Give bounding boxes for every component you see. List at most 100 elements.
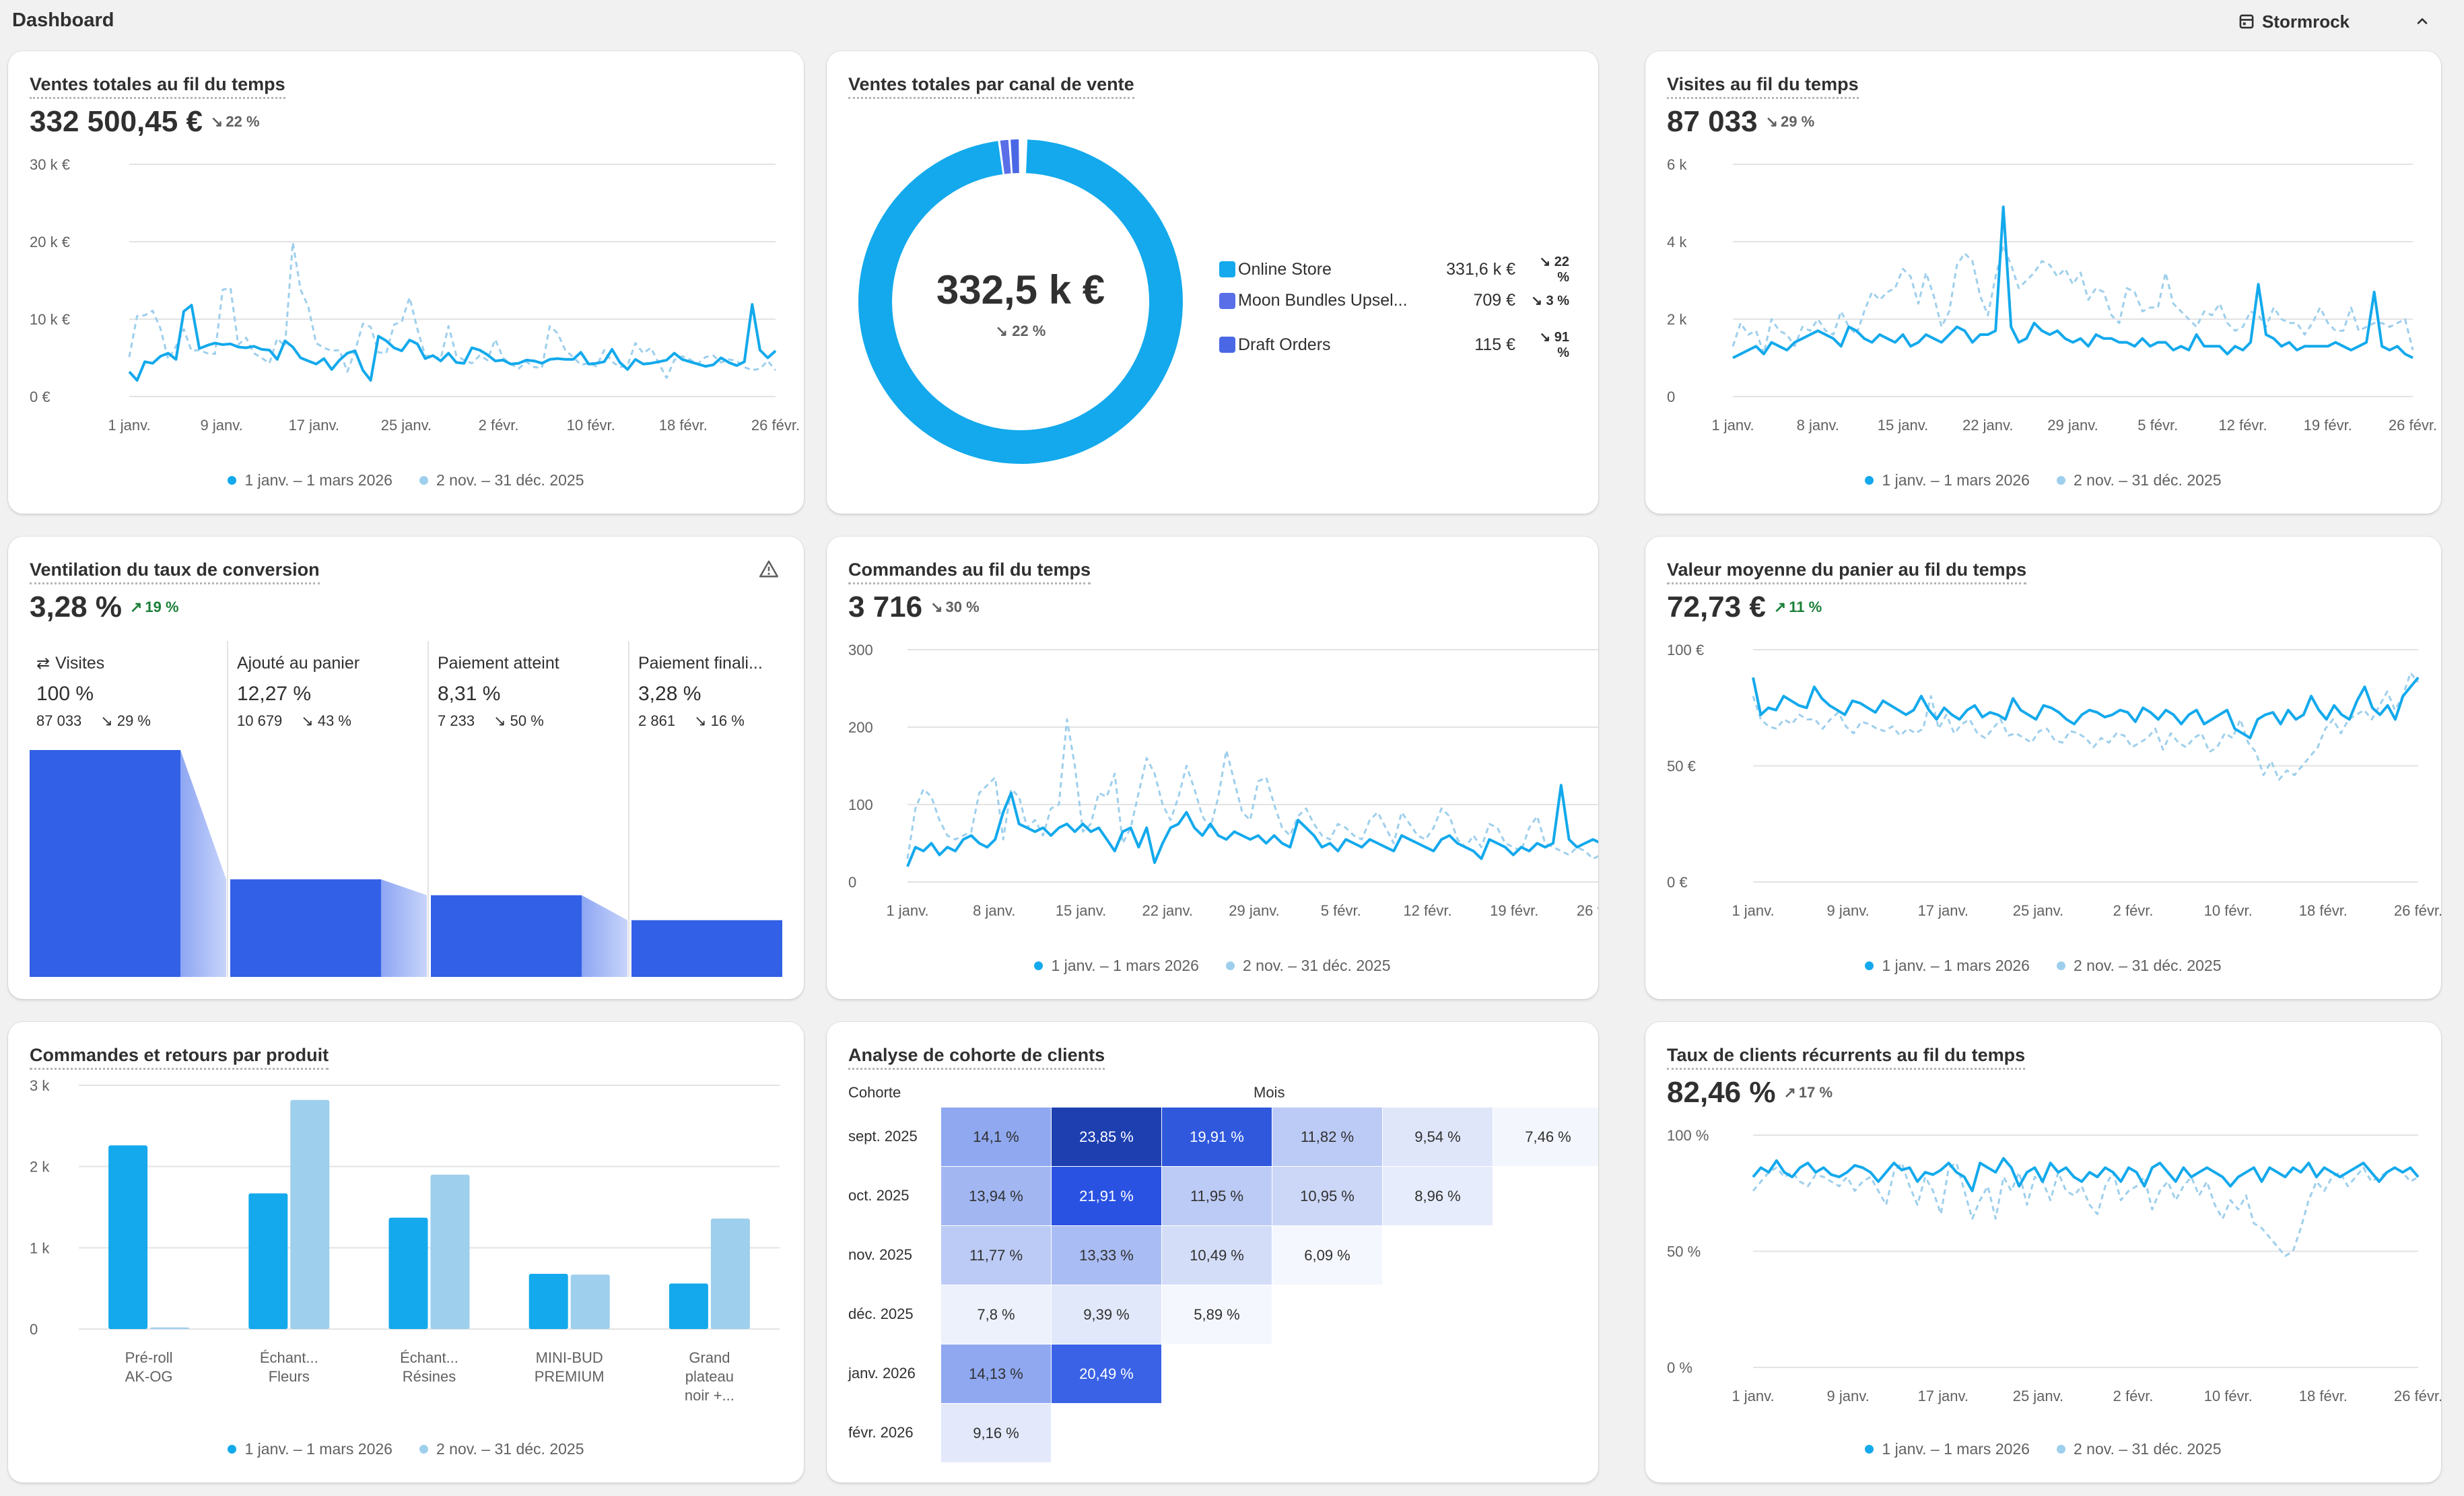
- funnel-step[interactable]: Paiement finali... 3,28 % 2 861 ↘ 16 %: [638, 654, 763, 730]
- card-title[interactable]: Ventes totales par canal de vente: [848, 74, 1134, 99]
- cohort-cell[interactable]: 23,85 %: [1052, 1108, 1161, 1166]
- card-title[interactable]: Commandes au fil du temps: [848, 559, 1091, 584]
- y-tick-label: 2 k: [30, 1159, 50, 1176]
- cohort-cell[interactable]: 9,16 %: [941, 1404, 1051, 1462]
- cohort-cell[interactable]: 20,49 %: [1052, 1345, 1161, 1403]
- legend-dot-icon: [228, 1445, 237, 1454]
- orders-returns-card[interactable]: Commandes et retours par produit 3 k 2 k 1…: [8, 1022, 804, 1483]
- funnel-bar[interactable]: [631, 920, 782, 977]
- x-tick-label: 26 févr.: [1577, 902, 1598, 919]
- series-line-current[interactable]: [1732, 205, 2414, 360]
- bar-previous[interactable]: [290, 1099, 330, 1329]
- card-title[interactable]: Analyse de cohorte de clients: [848, 1045, 1105, 1070]
- returning-customers-card[interactable]: Taux de clients récurrents au fil du tem…: [1645, 1022, 2441, 1483]
- cohort-cell[interactable]: 19,91 %: [1162, 1108, 1272, 1166]
- cohort-cell[interactable]: 13,94 %: [941, 1167, 1051, 1225]
- donut-slice[interactable]: [1000, 139, 1011, 174]
- bar-current[interactable]: [108, 1145, 148, 1329]
- cohort-cell[interactable]: 21,91 %: [1052, 1167, 1161, 1225]
- bar-previous[interactable]: [570, 1274, 610, 1329]
- legend-previous[interactable]: 2 nov. – 31 déc. 2025: [1225, 957, 1391, 975]
- x-tick-label: 1 janv.: [108, 417, 150, 434]
- funnel-step[interactable]: Paiement atteint 8,31 % 7 233 ↘ 50 %: [438, 654, 559, 730]
- orders-over-time-card[interactable]: Commandes au fil du temps 3 716 ↘ 30 % 30…: [827, 537, 1598, 999]
- channel-row[interactable]: Draft Orders 115 € ↘ 91 %: [1219, 329, 1569, 361]
- legend-current[interactable]: 1 janv. – 1 mars 2026: [228, 1440, 392, 1458]
- series-line-current[interactable]: [1752, 677, 2420, 740]
- bar-current[interactable]: [669, 1283, 708, 1329]
- cohort-cell[interactable]: 7,8 %: [941, 1285, 1051, 1344]
- funnel-step[interactable]: Ajouté au panier 12,27 % 10 679 ↘ 43 %: [237, 654, 360, 730]
- legend-previous[interactable]: 2 nov. – 31 déc. 2025: [2056, 471, 2222, 489]
- legend-previous[interactable]: 2 nov. – 31 déc. 2025: [419, 1440, 584, 1458]
- legend-current[interactable]: 1 janv. – 1 mars 2026: [1034, 957, 1199, 975]
- x-tick-label: 9 janv.: [1827, 902, 1870, 919]
- x-tick-label: 8 janv.: [973, 902, 1015, 919]
- cohort-cell[interactable]: 7,46 %: [1493, 1108, 1598, 1166]
- cohort-cell[interactable]: 5,89 %: [1162, 1285, 1272, 1344]
- cohort-cell[interactable]: 10,95 %: [1272, 1167, 1382, 1225]
- funnel-step-pct: 3,28 %: [638, 683, 701, 705]
- series-line-previous[interactable]: [1752, 672, 2420, 781]
- funnel-bar[interactable]: [431, 895, 582, 977]
- cohort-cell[interactable]: 13,33 %: [1052, 1226, 1161, 1285]
- bar-current[interactable]: [388, 1217, 428, 1329]
- legend-current[interactable]: 1 janv. – 1 mars 2026: [1865, 1440, 2030, 1458]
- card-title[interactable]: Commandes et retours par produit: [30, 1045, 329, 1070]
- sales-by-channel-card[interactable]: Ventes totales par canal de vente 332,5 …: [827, 51, 1598, 514]
- legend-previous[interactable]: 2 nov. – 31 déc. 2025: [419, 471, 584, 489]
- warning-icon[interactable]: [758, 558, 780, 580]
- channel-row[interactable]: Moon Bundles Upsel... 709 € ↘ 3 %: [1219, 291, 1569, 310]
- bar-current[interactable]: [528, 1273, 568, 1329]
- card-title[interactable]: Ventilation du taux de conversion: [30, 559, 320, 584]
- series-line-current[interactable]: [906, 784, 1598, 867]
- cohort-cell[interactable]: 9,39 %: [1052, 1285, 1161, 1344]
- funnel-bar[interactable]: [30, 750, 180, 977]
- arrow-up-right-icon: ↗: [129, 599, 143, 615]
- series-line-current[interactable]: [1752, 1157, 2420, 1192]
- cohort-row-label: oct. 2025: [848, 1187, 910, 1204]
- series-line-previous[interactable]: [906, 718, 1598, 860]
- cohort-cell[interactable]: 11,82 %: [1272, 1108, 1382, 1166]
- conversion-card[interactable]: Ventilation du taux de conversion 3,28 %…: [8, 537, 804, 999]
- bar-previous[interactable]: [150, 1327, 190, 1329]
- sales-over-time-card[interactable]: Ventes totales au fil du temps 332 500,4…: [8, 51, 804, 514]
- visits-over-time-card[interactable]: Visites au fil du temps 87 033 ↘ 29 % 6 k…: [1645, 51, 2441, 514]
- trend-badge: ↗ 11 %: [1774, 599, 1822, 616]
- cohort-cell[interactable]: 9,54 %: [1383, 1108, 1493, 1166]
- legend-previous[interactable]: 2 nov. – 31 déc. 2025: [2056, 1440, 2222, 1458]
- card-title[interactable]: Valeur moyenne du panier au fil du temps: [1667, 559, 2027, 584]
- cohort-cell[interactable]: 11,77 %: [941, 1226, 1051, 1285]
- collapse-button[interactable]: [2407, 7, 2437, 36]
- avg-cart-card[interactable]: Valeur moyenne du panier au fil du temps…: [1645, 537, 2441, 999]
- legend-current[interactable]: 1 janv. – 1 mars 2026: [228, 471, 392, 489]
- funnel-bar[interactable]: [230, 879, 381, 977]
- series-line-previous[interactable]: [1732, 244, 2414, 355]
- cohort-cell[interactable]: 8,96 %: [1383, 1167, 1493, 1225]
- cohort-card[interactable]: Analyse de cohorte de clients Cohorte Mo…: [827, 1022, 1598, 1483]
- cohort-cell[interactable]: 14,1 %: [941, 1108, 1051, 1166]
- legend-current[interactable]: 1 janv. – 1 mars 2026: [1865, 957, 2030, 975]
- donut-slice[interactable]: [858, 139, 1183, 464]
- visits-line-chart: 6 k 4 k 2 k 0 1 janv. 8 janv. 15 janv. 22 janv.…: [1667, 156, 2437, 434]
- bar-current[interactable]: [248, 1193, 288, 1329]
- legend-previous[interactable]: 2 nov. – 31 déc. 2025: [2056, 957, 2222, 975]
- cohort-cell[interactable]: 6,09 %: [1272, 1226, 1382, 1285]
- cohort-cell[interactable]: 11,95 %: [1162, 1167, 1272, 1225]
- y-tick-label: 30 k €: [30, 156, 70, 173]
- series-line-previous[interactable]: [1752, 1161, 2419, 1257]
- cohort-cell[interactable]: 10,49 %: [1162, 1226, 1272, 1285]
- bar-previous[interactable]: [430, 1174, 470, 1329]
- card-title[interactable]: Ventes totales au fil du temps: [30, 74, 285, 99]
- card-title[interactable]: Taux de clients récurrents au fil du tem…: [1667, 1045, 2026, 1070]
- series-line-current[interactable]: [128, 303, 777, 382]
- funnel-step[interactable]: ⇄ Visites 100 % 87 033 ↘ 29 %: [36, 654, 151, 730]
- legend-current[interactable]: 1 janv. – 1 mars 2026: [1865, 471, 2030, 489]
- channel-row[interactable]: Online Store 331,6 k € ↘ 22 %: [1219, 253, 1569, 285]
- series-line-previous[interactable]: [128, 241, 777, 379]
- card-title[interactable]: Visites au fil du temps: [1667, 74, 1859, 99]
- cohort-cell[interactable]: 14,13 %: [941, 1345, 1051, 1403]
- y-tick-label: 0: [848, 874, 856, 891]
- bar-previous[interactable]: [710, 1218, 750, 1329]
- store-selector-button[interactable]: Stormrock: [2238, 8, 2350, 35]
